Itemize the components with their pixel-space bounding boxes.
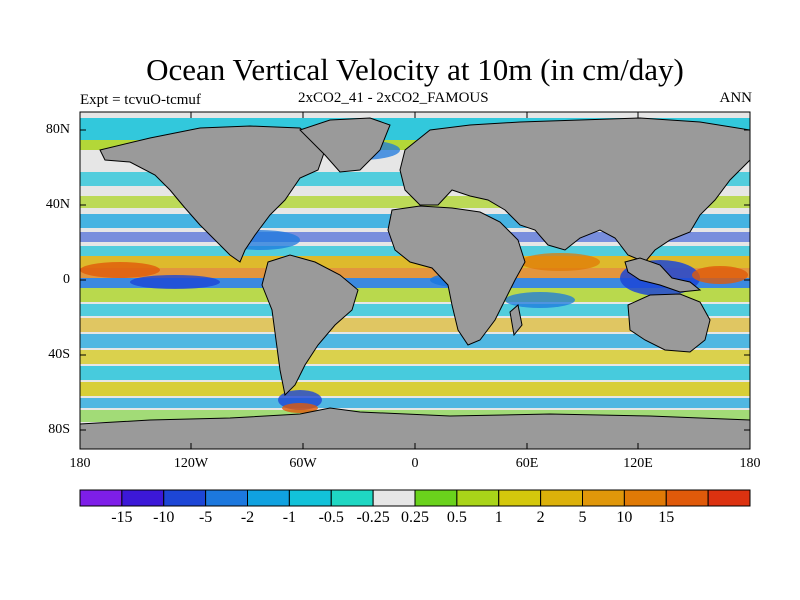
colorbar-label: -2 [241, 509, 254, 526]
land-masses [79, 117, 751, 450]
colorbar-swatch [205, 489, 248, 507]
plot-title: Ocean Vertical Velocity at 10m (in cm/da… [146, 52, 684, 87]
greenland [299, 117, 391, 173]
lon-tick-label: 180 [739, 456, 761, 471]
colorbar-swatch [540, 489, 583, 507]
colorbar-swatch [498, 489, 542, 507]
colorbar-label: 2 [537, 509, 545, 526]
experiment-label: Expt = tcvuO-tcmuf [80, 92, 201, 108]
australia [627, 293, 711, 353]
maritime-continent [624, 257, 702, 293]
colorbar-label: 1 [495, 509, 503, 526]
colorbar-swatch [414, 489, 458, 507]
colorbar-label: 0.25 [401, 509, 429, 526]
colorbar-label: -1 [283, 509, 296, 526]
lon-tick-label: 60W [289, 456, 317, 471]
colorbar-swatch [623, 489, 667, 507]
lon-tick-label: 0 [411, 456, 419, 471]
colorbar-label: -0.25 [356, 509, 389, 526]
lon-tick-label: 60E [515, 456, 539, 471]
colorbar-swatch [665, 489, 709, 507]
lat-tick-label: 80S [48, 422, 70, 437]
lat-tick-label: 80N [45, 122, 70, 137]
colorbar-swatch [456, 489, 500, 507]
colorbar-swatch [121, 489, 165, 507]
colorbar-swatch [163, 489, 207, 507]
lon-tick-label: 180 [69, 456, 91, 471]
difference-label: 2xCO2_41 - 2xCO2_FAMOUS [298, 90, 489, 106]
colorbar-label: 0.5 [447, 509, 467, 526]
colorbar-label: -0.5 [319, 509, 344, 526]
lon-tick-label: 120W [173, 456, 209, 471]
africa [387, 205, 526, 346]
colorbar-swatch [79, 489, 123, 507]
colorbar-label: -15 [111, 509, 132, 526]
colorbar-label: 5 [579, 509, 587, 526]
colorbar-label: -10 [153, 509, 174, 526]
madagascar [509, 304, 523, 337]
lon-tick-label: 120E [623, 456, 653, 471]
colorbar-swatch [247, 489, 290, 507]
colorbar-swatch [707, 489, 751, 507]
colorbar-label: -5 [199, 509, 212, 526]
colorbar-swatch [288, 489, 332, 507]
season-label: ANN [719, 90, 753, 106]
colorbar-label: 15 [658, 509, 674, 526]
colorbar-label: 10 [616, 509, 632, 526]
colorbar-swatch [582, 489, 625, 507]
lat-tick-label: 40S [48, 347, 70, 362]
colorbar-swatch [372, 489, 416, 507]
south-america [261, 254, 359, 397]
eurasia [399, 117, 751, 263]
colorbar-swatch [330, 489, 374, 507]
lat-tick-label: 40N [45, 197, 70, 212]
north-america [99, 125, 326, 263]
lat-tick-label: 0 [63, 272, 70, 287]
axis-ticks [80, 112, 750, 449]
